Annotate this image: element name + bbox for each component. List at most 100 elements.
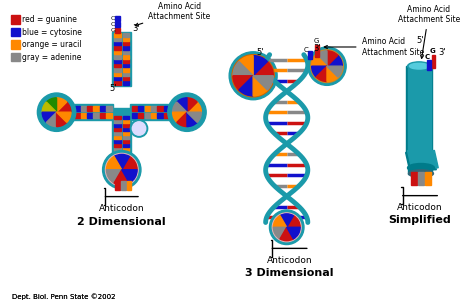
Bar — [114, 144, 121, 147]
Bar — [157, 106, 163, 111]
Bar — [10, 28, 20, 36]
Wedge shape — [280, 227, 293, 241]
Wedge shape — [280, 214, 293, 227]
Circle shape — [273, 213, 301, 242]
Wedge shape — [178, 100, 187, 112]
Bar — [123, 50, 129, 54]
Bar — [157, 113, 163, 119]
Circle shape — [269, 210, 304, 244]
Bar — [425, 172, 430, 185]
Wedge shape — [56, 102, 71, 112]
Circle shape — [308, 47, 346, 85]
Bar — [114, 33, 121, 36]
Bar — [123, 37, 129, 41]
Circle shape — [310, 50, 343, 82]
Bar — [114, 136, 121, 139]
Wedge shape — [107, 170, 122, 183]
Bar — [121, 181, 126, 190]
Wedge shape — [316, 66, 327, 81]
Wedge shape — [173, 102, 187, 112]
Bar — [431, 55, 435, 68]
Bar — [10, 40, 20, 49]
Text: Amino Acid
Attachment Site: Amino Acid Attachment Site — [398, 5, 460, 58]
Wedge shape — [239, 56, 253, 76]
Wedge shape — [287, 216, 300, 227]
Bar — [123, 81, 129, 85]
Wedge shape — [122, 170, 137, 183]
Bar — [123, 72, 129, 76]
Bar — [123, 136, 129, 139]
Bar — [114, 72, 121, 76]
Text: G: G — [110, 28, 115, 33]
Bar — [138, 113, 144, 119]
Bar — [114, 120, 121, 123]
Bar — [406, 66, 432, 153]
Bar — [74, 106, 80, 111]
Wedge shape — [316, 51, 327, 66]
Wedge shape — [327, 66, 338, 81]
Bar — [114, 128, 121, 131]
Wedge shape — [239, 76, 253, 96]
Text: C: C — [425, 54, 430, 60]
Bar — [93, 113, 99, 119]
Bar — [145, 113, 150, 119]
Bar — [112, 115, 131, 156]
Wedge shape — [46, 112, 56, 126]
Wedge shape — [174, 103, 187, 112]
Circle shape — [232, 55, 274, 97]
Circle shape — [173, 99, 201, 126]
Bar — [114, 152, 121, 155]
Circle shape — [102, 150, 141, 189]
Wedge shape — [122, 157, 137, 170]
Bar — [123, 64, 129, 67]
Bar — [114, 50, 121, 54]
Wedge shape — [42, 112, 56, 123]
Bar — [427, 60, 430, 70]
Ellipse shape — [409, 170, 433, 178]
Bar — [123, 59, 129, 63]
Bar — [87, 113, 92, 119]
Wedge shape — [273, 227, 287, 239]
Bar — [123, 68, 129, 72]
Bar — [115, 181, 120, 190]
Bar — [112, 32, 131, 86]
Wedge shape — [56, 112, 71, 123]
Bar — [114, 46, 121, 50]
Bar — [127, 181, 131, 190]
Wedge shape — [56, 112, 67, 126]
Wedge shape — [311, 55, 327, 66]
Bar — [81, 106, 86, 111]
Bar — [123, 132, 129, 135]
Text: Anticodon: Anticodon — [267, 256, 312, 265]
Circle shape — [168, 93, 206, 131]
Bar — [130, 104, 171, 120]
Bar — [114, 77, 121, 81]
Bar — [112, 108, 131, 116]
Text: blue = cytosine: blue = cytosine — [22, 28, 82, 36]
Bar — [132, 113, 137, 119]
Circle shape — [37, 93, 76, 131]
Bar — [408, 68, 430, 150]
Text: 3 Dimensional: 3 Dimensional — [246, 268, 334, 278]
Wedge shape — [107, 157, 122, 170]
Bar — [81, 113, 86, 119]
Text: C: C — [304, 47, 309, 53]
Text: Amino Acid
Attachment Site: Amino Acid Attachment Site — [324, 37, 424, 57]
Text: orange = uracil: orange = uracil — [22, 40, 82, 49]
Bar — [100, 106, 105, 111]
Bar — [93, 106, 99, 111]
Wedge shape — [56, 98, 67, 112]
Text: Dept. Biol. Penn State ©2002: Dept. Biol. Penn State ©2002 — [12, 293, 116, 300]
Bar — [106, 113, 111, 119]
Bar — [123, 140, 129, 143]
Bar — [114, 132, 121, 135]
Wedge shape — [173, 112, 187, 123]
Bar — [114, 140, 121, 143]
Circle shape — [130, 120, 148, 137]
Bar — [308, 51, 311, 58]
Bar — [123, 120, 129, 123]
Text: C: C — [110, 22, 115, 27]
Bar — [114, 81, 121, 85]
Wedge shape — [233, 76, 253, 90]
Text: C: C — [110, 16, 115, 21]
